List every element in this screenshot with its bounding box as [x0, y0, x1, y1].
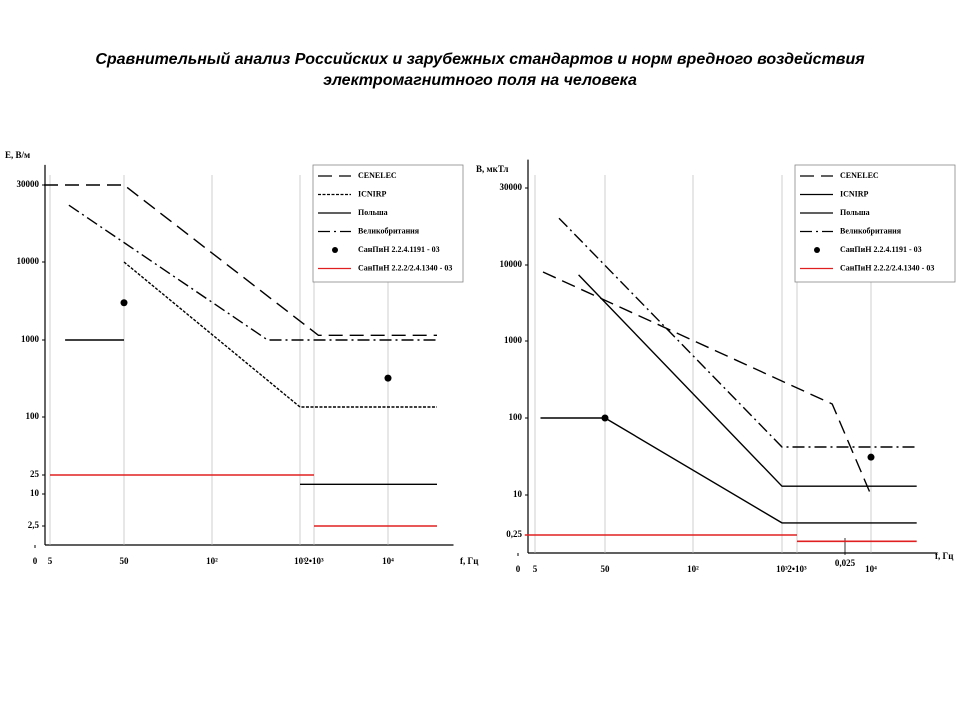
- data-line: [578, 274, 917, 487]
- title: Сравнительный анализ Российских и зарубе…: [95, 51, 865, 68]
- legend-label: СанПиН 2.2.4.1191 - 03: [840, 245, 922, 254]
- y-tick-label: 1000: [504, 335, 523, 345]
- y-tick-label: 30000: [17, 179, 40, 189]
- x-axis-label: f, Гц: [935, 551, 954, 561]
- data-line: [50, 474, 437, 527]
- data-line: [540, 417, 917, 524]
- x-tick-label: 10²: [687, 564, 699, 574]
- y-tick-label: 10: [513, 489, 523, 499]
- x-tick-label: 0: [516, 564, 521, 574]
- x-axis-label: f, Гц: [460, 556, 479, 566]
- y-tick-label: 1000: [21, 334, 40, 344]
- legend-label: CENELEC: [358, 171, 397, 180]
- data-line: [123, 261, 437, 408]
- data-line: [524, 534, 917, 543]
- y-tick-label: 10000: [17, 256, 40, 266]
- x-tick-label: 10³: [776, 564, 788, 574]
- x-tick-label: 5: [48, 556, 53, 566]
- legend-box: [794, 164, 956, 283]
- y-axis-label: E, В/м: [5, 150, 30, 160]
- x-tick-label: 10²: [206, 556, 218, 566]
- y-tick-label: 0,25: [506, 529, 522, 539]
- x-tick-label: 5: [533, 564, 538, 574]
- x-tick-label: 50: [601, 564, 611, 574]
- y-tick-label: 100: [26, 411, 40, 421]
- y-axis-label: B, мкТл: [476, 164, 508, 174]
- x-tick-label: 50: [120, 556, 130, 566]
- title: электромагнитного поля на человека: [323, 72, 637, 89]
- legend-label: СанПиН 2.2.2/2.4.1340 - 03: [840, 263, 934, 272]
- legend-box: [312, 164, 464, 283]
- y-tick-label: 10: [30, 488, 40, 498]
- legend-label: Великобритания: [840, 226, 902, 235]
- y-tick-label: 2,5: [28, 520, 40, 530]
- y-tick-label: 10000: [500, 259, 523, 269]
- annotation: 0,025: [835, 558, 856, 568]
- data-line: [65, 339, 437, 485]
- data-point: [120, 299, 128, 307]
- legend-label: Польша: [358, 208, 388, 217]
- legend-label: СанПиН 2.2.2/2.4.1340 - 03: [358, 263, 452, 272]
- legend-marker: [814, 247, 820, 253]
- x-tick-label: 10⁴: [382, 556, 394, 566]
- x-tick-label: 10⁴: [865, 564, 877, 574]
- legend-label: ICNIRP: [840, 189, 869, 198]
- legend-marker: [332, 247, 338, 253]
- legend-label: Польша: [840, 208, 870, 217]
- data-line: [542, 271, 872, 496]
- x-tick-label: 0: [33, 556, 38, 566]
- data-line: [558, 217, 917, 448]
- legend-label: ICNIRP: [358, 189, 387, 198]
- data-point: [384, 374, 392, 382]
- legend-label: CENELEC: [840, 171, 879, 180]
- y-tick-label: 100: [509, 412, 523, 422]
- data-line: [68, 204, 437, 341]
- data-line: [44, 184, 437, 336]
- legend-label: Великобритания: [358, 226, 420, 235]
- x-tick-label: 2•10³: [787, 564, 807, 574]
- legend-label: СанПиН 2.2.4.1191 - 03: [358, 245, 440, 254]
- x-tick-label: 10³: [294, 556, 306, 566]
- data-point: [601, 414, 609, 422]
- y-tick-label: 30000: [500, 182, 523, 192]
- x-tick-label: 2•10³: [304, 556, 324, 566]
- data-point: [867, 453, 875, 461]
- y-tick-label: 25: [30, 469, 40, 479]
